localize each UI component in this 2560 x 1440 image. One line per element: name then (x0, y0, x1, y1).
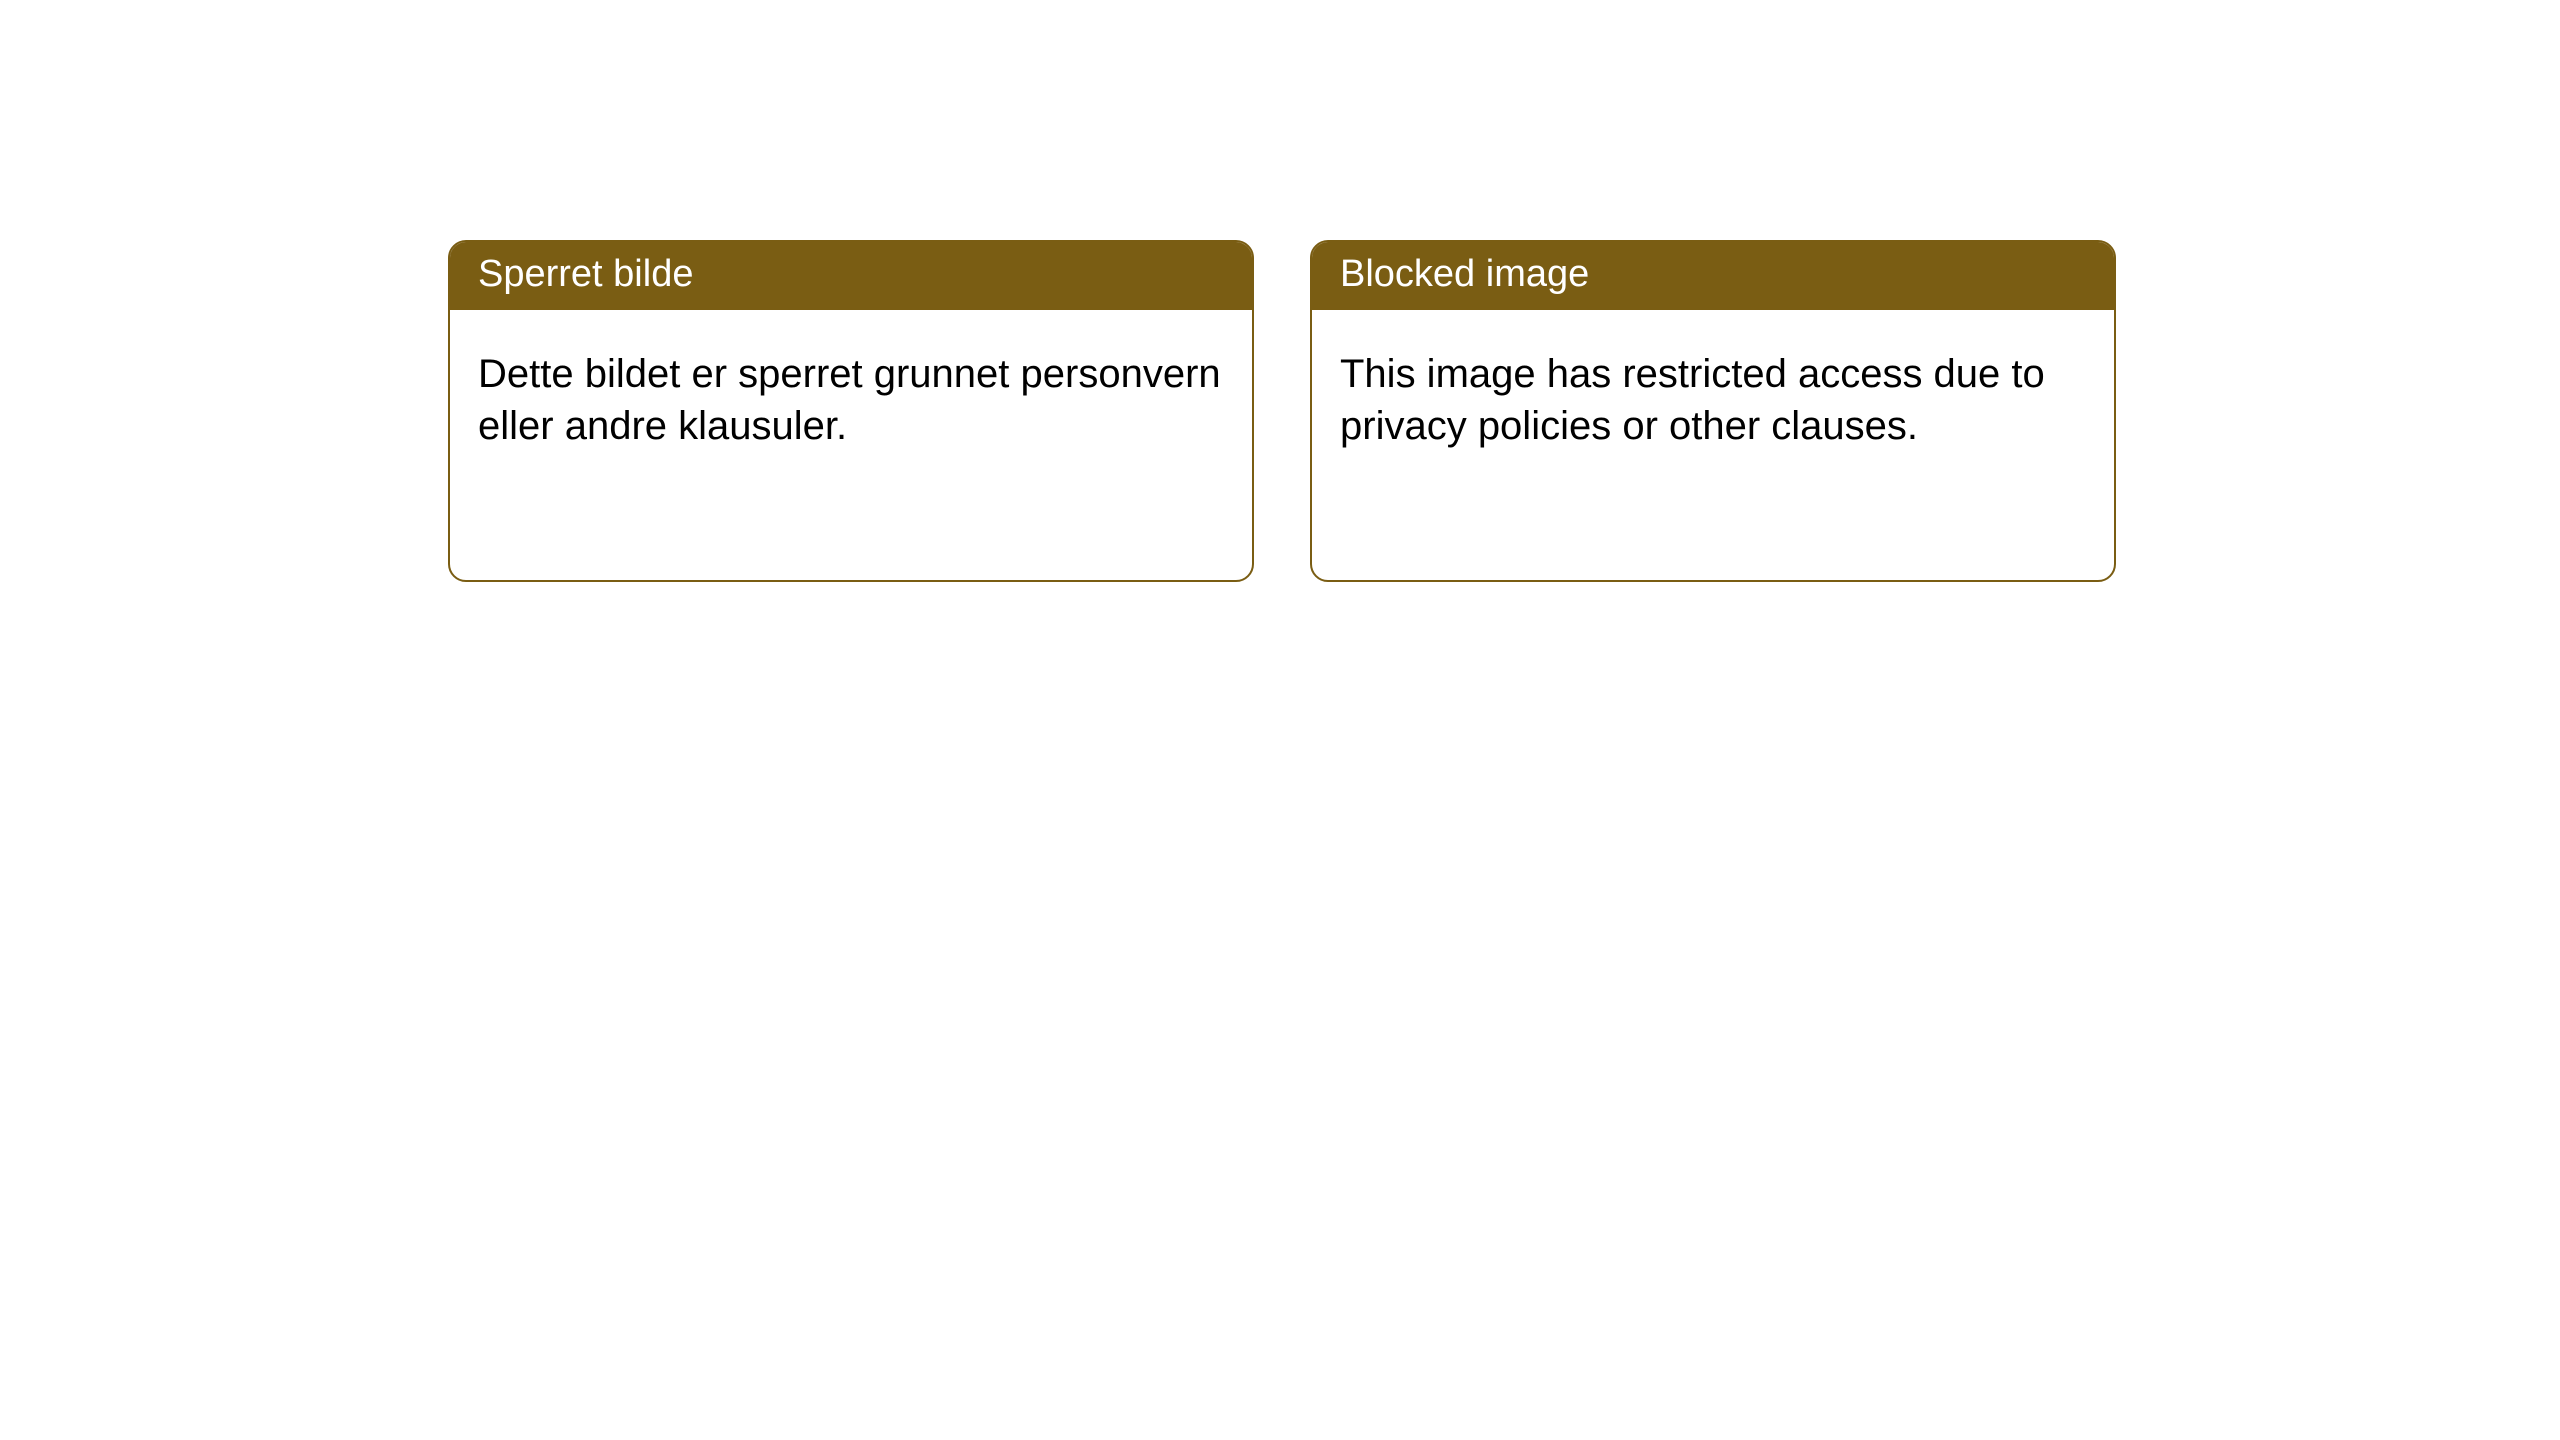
card-body-text: Dette bildet er sperret grunnet personve… (478, 352, 1221, 449)
card-body: This image has restricted access due to … (1312, 310, 2114, 580)
card-title: Blocked image (1340, 253, 1589, 295)
card-body: Dette bildet er sperret grunnet personve… (450, 310, 1252, 580)
notice-card-norwegian: Sperret bilde Dette bildet er sperret gr… (448, 240, 1254, 582)
notice-container: Sperret bilde Dette bildet er sperret gr… (0, 0, 2560, 582)
card-title: Sperret bilde (478, 253, 693, 295)
card-header: Sperret bilde (450, 242, 1252, 310)
card-header: Blocked image (1312, 242, 2114, 310)
card-body-text: This image has restricted access due to … (1340, 352, 2045, 449)
notice-card-english: Blocked image This image has restricted … (1310, 240, 2116, 582)
